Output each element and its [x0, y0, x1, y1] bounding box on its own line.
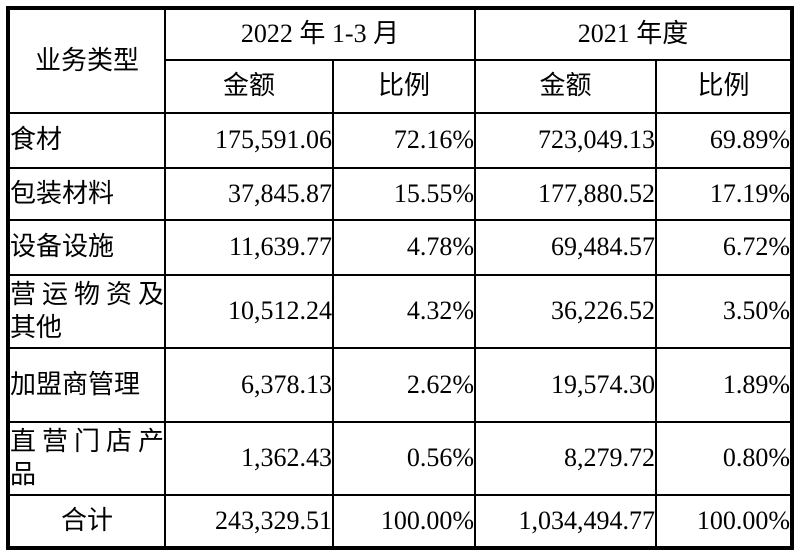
- cell-total-amount-2021: 1,034,494.77: [474, 494, 658, 549]
- cell-total-ratio-2021: 100.00%: [655, 494, 794, 549]
- cell-type: 包装材料: [7, 167, 166, 221]
- cell-ratio-2021: 3.50%: [655, 274, 794, 349]
- cell-amount-2021: 69,484.57: [474, 219, 658, 276]
- cell-ratio-2022: 72.16%: [331, 112, 477, 169]
- cell-ratio-2021: 6.72%: [655, 219, 794, 276]
- cell-total-amount-2022: 243,329.51: [164, 494, 334, 549]
- cell-ratio-2022: 15.55%: [331, 167, 477, 221]
- cell-type: 食材: [7, 112, 166, 169]
- cell-ratio-2021: 69.89%: [655, 112, 794, 169]
- table-row-food: 食材 175,591.06 72.16% 723,049.13 69.89%: [7, 112, 794, 169]
- cell-ratio-2022: 4.78%: [331, 219, 477, 276]
- table-header-row-measures: 金额 比例 金额 比例: [8, 59, 794, 114]
- cell-amount-2022: 6,378.13: [164, 347, 334, 423]
- table-row-operating-supplies: 营运物资及其他 10,512.24 4.32% 36,226.52 3.50%: [7, 274, 794, 349]
- cell-ratio-2021: 0.80%: [655, 421, 794, 496]
- cell-amount-2022: 10,512.24: [164, 274, 334, 349]
- header-amount-2022: 金额: [164, 59, 334, 114]
- cell-amount-2021: 19,574.30: [474, 347, 658, 423]
- table-header-row-periods: 业务类型 2022 年 1-3 月 2021 年度: [7, 7, 794, 114]
- header-period-2022: 2022 年 1-3 月: [163, 7, 477, 61]
- header-ratio-2021: 比例: [655, 59, 794, 114]
- table-row-packaging: 包装材料 37,845.87 15.55% 177,880.52 17.19%: [7, 167, 794, 221]
- cell-amount-2022: 11,639.77: [164, 219, 334, 276]
- cell-ratio-2022: 2.62%: [331, 347, 477, 423]
- header-ratio-2022: 比例: [331, 59, 477, 114]
- cell-amount-2022: 37,845.87: [164, 167, 334, 221]
- cell-ratio-2021: 1.89%: [655, 347, 794, 423]
- cell-type: 设备设施: [7, 219, 166, 276]
- table-row-total: 合计 243,329.51 100.00% 1,034,494.77 100.0…: [7, 494, 794, 549]
- cell-type: 加盟商管理: [7, 347, 166, 423]
- table-row-equipment: 设备设施 11,639.77 4.78% 69,484.57 6.72%: [7, 219, 794, 276]
- cell-ratio-2022: 4.32%: [331, 274, 477, 349]
- cell-amount-2021: 177,880.52: [474, 167, 658, 221]
- table-row-direct-store-products: 直营门店产品 1,362.43 0.56% 8,279.72 0.80%: [7, 421, 794, 496]
- header-amount-2021: 金额: [474, 59, 658, 114]
- cell-total-label: 合计: [7, 494, 166, 549]
- cell-ratio-2021: 17.19%: [655, 167, 794, 221]
- business-type-revenue-table: 业务类型 2022 年 1-3 月 2021 年度 金额 比例 金额 比例 食材…: [6, 6, 795, 550]
- cell-amount-2021: 723,049.13: [474, 112, 658, 169]
- cell-type: 营运物资及其他: [7, 274, 166, 349]
- header-business-type: 业务类型: [7, 7, 166, 114]
- header-period-2021: 2021 年度: [474, 7, 794, 61]
- cell-amount-2021: 8,279.72: [474, 421, 658, 496]
- table-row-franchisee-management: 加盟商管理 6,378.13 2.62% 19,574.30 1.89%: [7, 347, 794, 423]
- cell-ratio-2022: 0.56%: [331, 421, 477, 496]
- cell-amount-2022: 175,591.06: [164, 112, 334, 169]
- cell-type: 直营门店产品: [7, 421, 166, 496]
- cell-amount-2022: 1,362.43: [164, 421, 334, 496]
- cell-total-ratio-2022: 100.00%: [331, 494, 477, 549]
- cell-amount-2021: 36,226.52: [474, 274, 658, 349]
